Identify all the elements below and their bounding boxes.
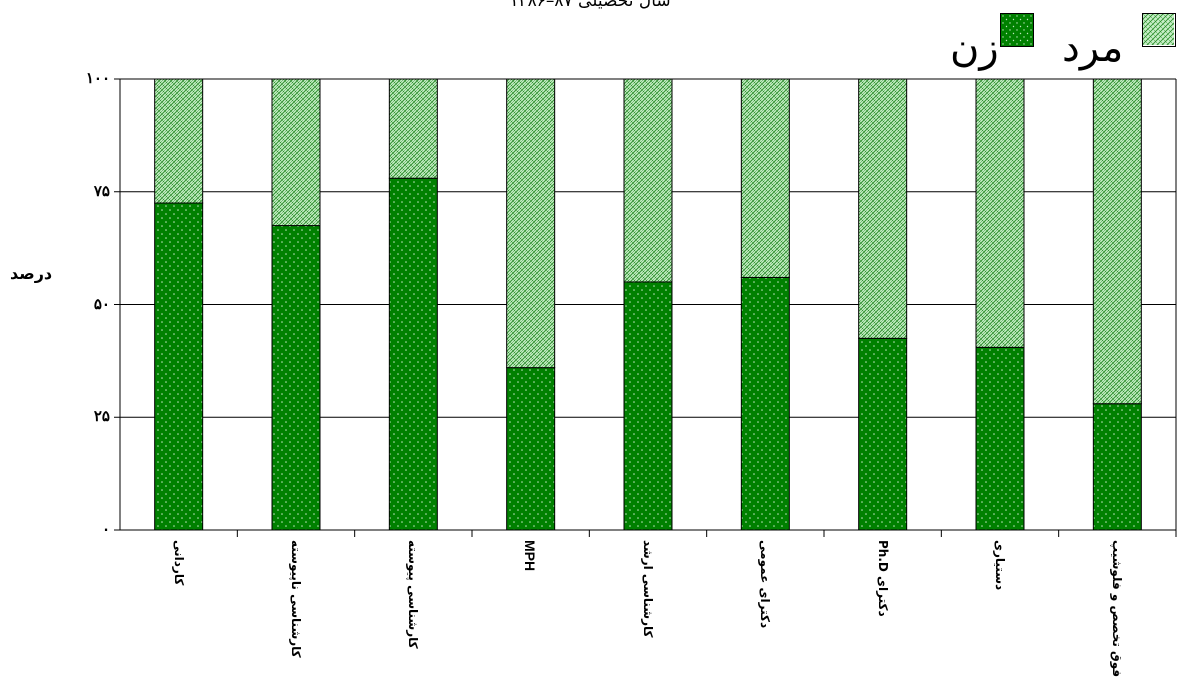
y-axis-label: درصد — [10, 264, 53, 283]
legend-male-label: مرد — [1062, 25, 1124, 71]
bar-female — [858, 337, 908, 531]
y-tick-label: ۲۵ — [93, 407, 110, 426]
y-tick-label: ۷۵ — [93, 181, 110, 200]
bar-male — [506, 78, 556, 369]
bar-male — [740, 78, 790, 278]
x-tick-label: فوق تخصص و فلوشیپ — [1110, 540, 1125, 677]
x-tick-label: کارشناسی پیوسته — [406, 540, 421, 649]
bar-female — [740, 276, 790, 531]
y-tick-label: ۱۰۰ — [85, 69, 110, 87]
legend-male-swatch — [1142, 13, 1176, 47]
bar-female — [506, 367, 556, 531]
x-tick-label: کارشناسی ارشد — [641, 540, 655, 638]
bar-female — [271, 225, 321, 531]
x-tick-label: کاردانی — [171, 540, 186, 586]
bar-female — [975, 346, 1025, 531]
x-tick-label: کارشناسی ناپیوسته — [289, 540, 303, 658]
x-tick-label: دستیاری — [993, 540, 1007, 591]
legend-female-swatch — [1000, 13, 1034, 47]
x-tick-label: MPH — [521, 540, 538, 572]
y-tick-label: ۰ — [101, 520, 110, 538]
bar-male — [388, 78, 438, 179]
bar-male — [623, 78, 673, 283]
chart-subtitle: سال تحصیلی ۸۷–۱۳۸۶ — [509, 0, 671, 11]
bar-male — [154, 78, 204, 204]
bar-female — [1092, 403, 1142, 531]
legend-female-label: زن — [950, 25, 999, 71]
bar-male — [975, 78, 1025, 348]
bar-female — [154, 202, 204, 531]
y-tick-label: ۵۰ — [93, 294, 110, 313]
bar-male — [858, 78, 908, 339]
bar-male — [271, 78, 321, 227]
bar-female — [388, 177, 438, 531]
x-tick-label: دکترای عمومی — [758, 540, 773, 629]
bar-female — [623, 281, 673, 531]
x-tick-label: دکترای Ph.D — [875, 540, 890, 617]
bar-male — [1092, 78, 1142, 405]
